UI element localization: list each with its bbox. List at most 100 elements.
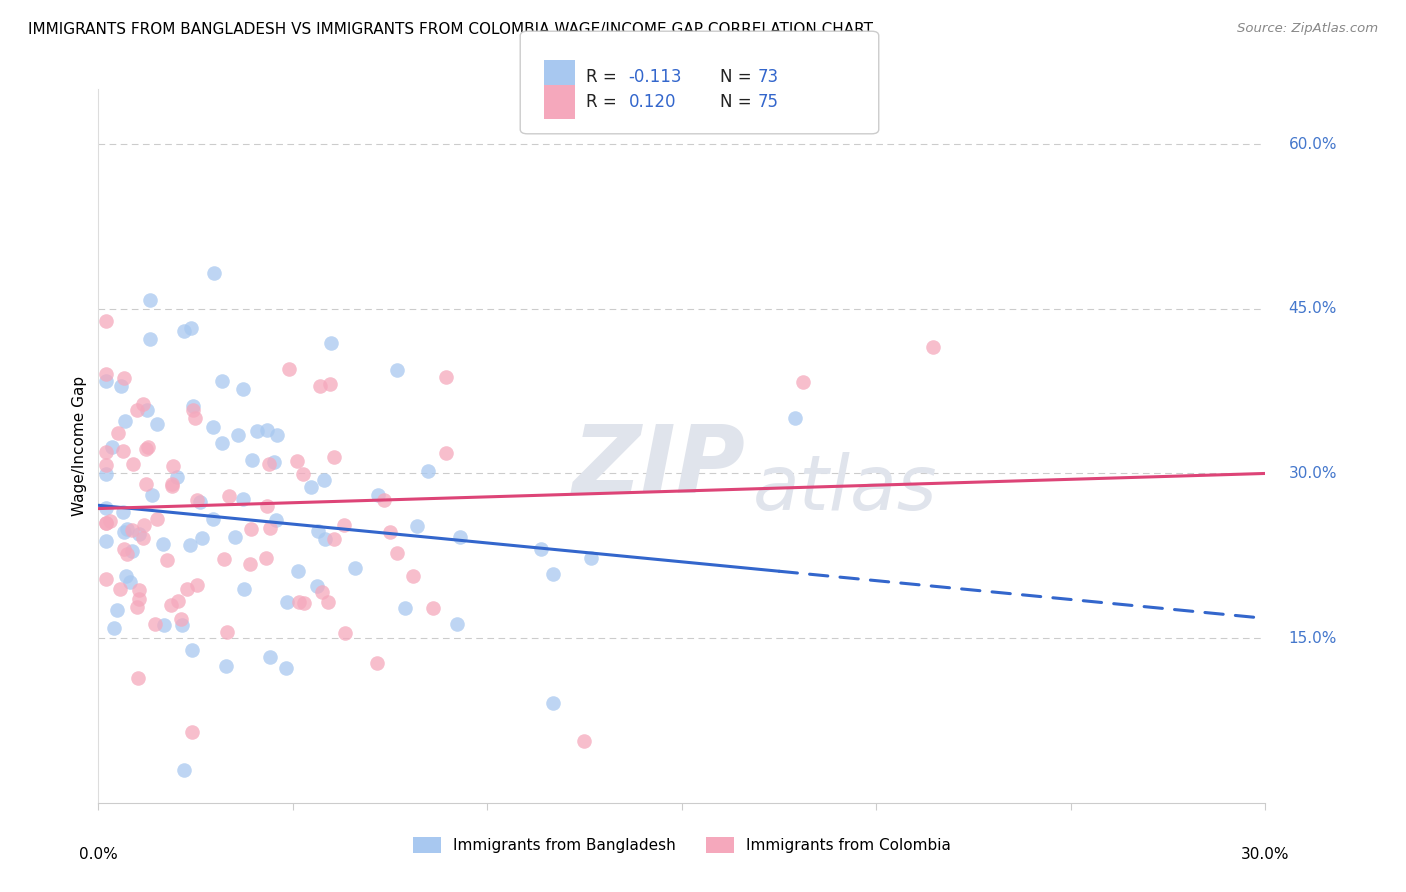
Point — [541, 697, 564, 711]
Point — [96, 516, 118, 530]
Point — [274, 661, 297, 675]
Text: IMMIGRANTS FROM BANGLADESH VS IMMIGRANTS FROM COLOMBIA WAGE/INCOME GAP CORRELATI: IMMIGRANTS FROM BANGLADESH VS IMMIGRANTS… — [28, 22, 873, 37]
Point — [394, 601, 416, 615]
Point — [530, 541, 553, 556]
Point — [259, 650, 281, 665]
Point — [107, 425, 129, 440]
Point — [314, 474, 336, 488]
Point — [179, 538, 201, 552]
Point — [254, 550, 277, 565]
Point — [308, 379, 330, 393]
Point — [201, 511, 224, 525]
Point — [96, 516, 118, 530]
Point — [277, 362, 299, 376]
Point — [96, 375, 118, 389]
Point — [190, 531, 212, 545]
Point — [96, 467, 118, 482]
Point — [385, 362, 408, 376]
Point — [256, 423, 278, 437]
Point — [211, 436, 233, 450]
Point — [127, 671, 149, 685]
Point — [366, 656, 388, 670]
Point — [114, 414, 136, 428]
Point — [319, 335, 342, 350]
Point — [146, 417, 169, 431]
Point — [307, 579, 329, 593]
Point — [112, 505, 135, 519]
Point — [101, 440, 124, 454]
Point — [159, 598, 181, 612]
Point — [792, 375, 814, 389]
Point — [162, 459, 184, 474]
Point — [211, 374, 233, 388]
Point — [128, 591, 150, 606]
Text: -0.113: -0.113 — [628, 68, 682, 86]
Point — [176, 582, 198, 597]
Text: atlas: atlas — [754, 452, 938, 525]
Point — [422, 600, 444, 615]
Point — [416, 464, 439, 478]
Point — [180, 643, 202, 657]
Point — [181, 399, 204, 413]
Point — [316, 595, 339, 609]
Text: 75: 75 — [758, 93, 779, 111]
Point — [103, 621, 125, 635]
Point — [153, 618, 176, 632]
Point — [301, 480, 323, 494]
Point — [581, 551, 603, 566]
Point — [322, 450, 344, 465]
Point — [785, 410, 807, 425]
Point — [96, 368, 118, 382]
Point — [240, 522, 263, 536]
Point — [115, 547, 138, 561]
Point — [184, 411, 207, 425]
Point — [186, 492, 208, 507]
Point — [217, 625, 239, 640]
Point — [139, 332, 162, 346]
Text: N =: N = — [720, 68, 756, 86]
Point — [263, 454, 285, 468]
Point — [162, 479, 184, 493]
Point — [434, 446, 457, 460]
Point — [173, 324, 195, 338]
Point — [319, 376, 342, 391]
Point — [115, 569, 138, 583]
Point — [232, 491, 254, 506]
Point — [380, 525, 402, 540]
Point — [201, 420, 224, 434]
Point — [240, 453, 263, 467]
Point — [188, 494, 211, 508]
Point — [115, 522, 138, 536]
Point — [180, 320, 202, 334]
Point — [146, 512, 169, 526]
Point — [257, 457, 280, 471]
Point — [344, 561, 367, 575]
Point — [96, 314, 118, 328]
Point — [96, 572, 118, 586]
Point — [112, 524, 135, 539]
Point — [141, 488, 163, 502]
Point — [134, 518, 156, 533]
Point — [367, 488, 389, 502]
Point — [228, 428, 250, 442]
Point — [121, 544, 143, 558]
Text: 60.0%: 60.0% — [1289, 136, 1337, 152]
Point — [246, 424, 269, 438]
Point — [449, 530, 471, 544]
Point — [543, 566, 565, 581]
Point — [132, 531, 155, 545]
Point — [572, 733, 595, 747]
Text: 45.0%: 45.0% — [1289, 301, 1337, 317]
Point — [167, 594, 190, 608]
Point — [333, 626, 356, 640]
Point — [143, 617, 166, 632]
Point — [406, 518, 429, 533]
Point — [287, 565, 309, 579]
Point — [166, 469, 188, 483]
Point — [239, 557, 262, 571]
Point — [112, 444, 135, 458]
Text: Source: ZipAtlas.com: Source: ZipAtlas.com — [1237, 22, 1378, 36]
Point — [333, 518, 356, 533]
Point — [311, 584, 333, 599]
Point — [128, 583, 150, 598]
